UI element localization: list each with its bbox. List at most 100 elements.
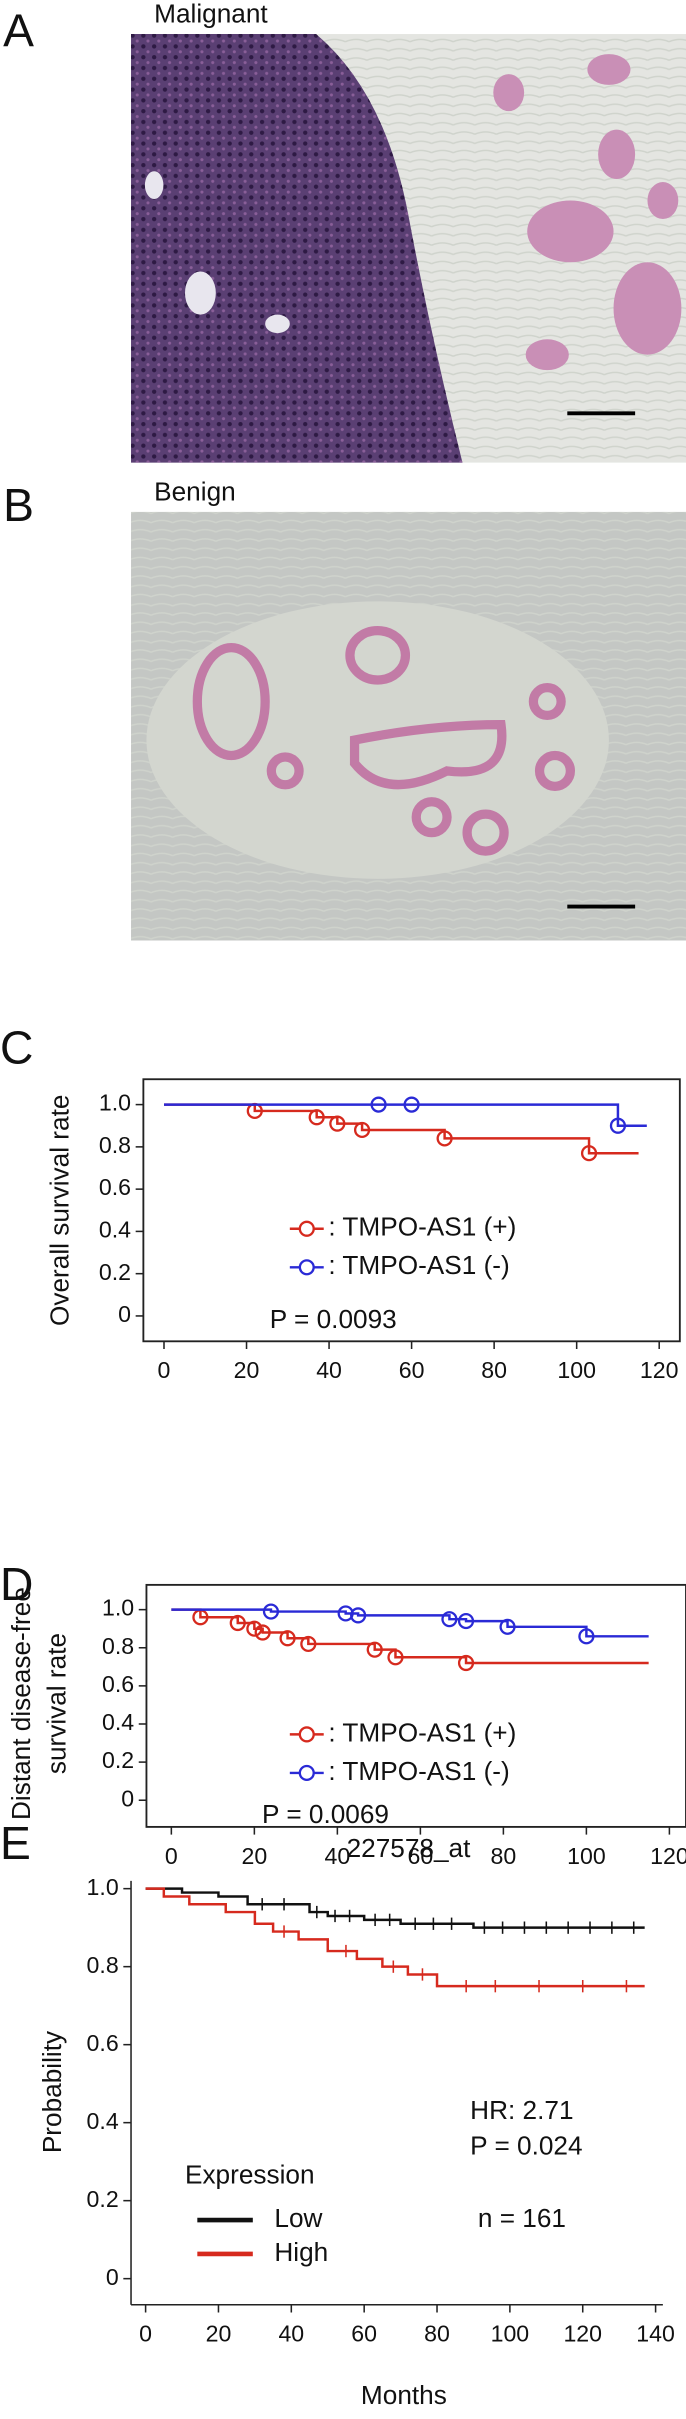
x-tick-label: 20: [234, 1357, 260, 1383]
event-marker: [308, 1109, 325, 1126]
panel-letter: C: [0, 1022, 33, 1074]
panel-letter: B: [3, 479, 34, 531]
x-axis-label: Months: [361, 2380, 447, 2410]
x-tick-label: 40: [325, 1843, 351, 1869]
legend-marker: [298, 1259, 315, 1276]
histology-a: [131, 34, 686, 463]
annotation: P = 0.0069: [262, 1799, 389, 1829]
event-marker: [366, 1641, 383, 1658]
y-tick-label: 0.4: [99, 1217, 131, 1243]
y-tick-label: 0.8: [87, 1952, 119, 1978]
x-tick-label: 100: [567, 1843, 606, 1869]
event-marker: [578, 1628, 595, 1645]
y-tick-label: 0.8: [99, 1132, 131, 1158]
legend-label: High: [274, 2237, 328, 2267]
x-tick-label: 60: [399, 1357, 425, 1383]
survival-curve: [164, 1103, 639, 1155]
event-marker: [403, 1096, 420, 1113]
y-axis-label: Probability: [37, 2030, 67, 2153]
x-tick-label: 20: [206, 2321, 232, 2347]
x-tick-label: 0: [158, 1357, 171, 1383]
survival-curve: [145, 1887, 645, 1988]
legend-marker: [298, 1726, 315, 1743]
legend-label: : TMPO-AS1 (-): [328, 1250, 509, 1280]
x-tick-label: 80: [491, 1843, 517, 1869]
x-tick-label: 60: [408, 1843, 434, 1869]
survival-curve: [145, 1887, 645, 1929]
y-tick-label: 0.6: [102, 1671, 134, 1697]
event-marker: [329, 1115, 346, 1132]
legend-label: : TMPO-AS1 (-): [328, 1756, 509, 1786]
panel-letter: D: [0, 1558, 33, 1610]
panel-label: Malignant: [154, 0, 268, 28]
y-tick-label: 0.4: [102, 1709, 134, 1735]
event-marker: [441, 1611, 458, 1628]
legend-label: : TMPO-AS1 (+): [328, 1212, 516, 1242]
event-marker: [370, 1096, 387, 1113]
y-axis-label: Distant disease-free: [6, 1587, 36, 1820]
legend-marker: [298, 1764, 315, 1782]
legend-marker: [298, 1220, 315, 1237]
event-marker: [246, 1620, 263, 1637]
y-tick-label: 1.0: [87, 1874, 119, 1900]
x-tick-label: 140: [636, 2321, 675, 2347]
annotation: n = 161: [478, 2203, 566, 2233]
x-tick-label: 40: [278, 2321, 304, 2347]
panel-letter: A: [3, 4, 34, 56]
x-tick-label: 100: [491, 2321, 530, 2347]
event-marker: [229, 1614, 246, 1632]
y-tick-label: 0.8: [102, 1633, 134, 1659]
x-tick-label: 0: [165, 1843, 178, 1869]
y-tick-label: 0: [118, 1301, 131, 1327]
event-marker: [279, 1630, 296, 1647]
x-tick-label: 0: [139, 2321, 152, 2347]
annotation: HR: 2.71: [470, 2095, 573, 2125]
chart-title: 227578_at: [347, 1833, 472, 1863]
y-tick-label: 0: [121, 1785, 134, 1811]
panel-label: Benign: [154, 476, 236, 506]
event-marker: [580, 1145, 598, 1162]
survival-curve: [164, 1103, 647, 1127]
y-tick-label: 0.6: [99, 1174, 131, 1200]
event-marker: [350, 1607, 367, 1624]
y-axis-label: survival rate: [42, 1633, 72, 1774]
legend-title: Expression: [185, 2160, 315, 2190]
event-marker: [457, 1612, 475, 1630]
panel-letter: E: [0, 1817, 31, 1869]
event-marker: [254, 1624, 271, 1641]
plot-frame: [142, 1078, 681, 1343]
event-marker: [353, 1121, 371, 1139]
event-marker: [609, 1117, 627, 1134]
plot-frame: [145, 1583, 686, 1828]
histology-b: [131, 511, 686, 941]
x-tick-label: 100: [557, 1357, 596, 1383]
event-marker: [262, 1603, 280, 1620]
y-tick-label: 0.4: [87, 2108, 119, 2134]
event-marker: [436, 1130, 453, 1147]
y-tick-label: 1.0: [102, 1595, 134, 1621]
annotation: P = 0.024: [470, 2130, 582, 2160]
x-tick-label: 120: [563, 2321, 602, 2347]
x-tick-label: 120: [640, 1357, 679, 1383]
survival-curve: [171, 1608, 649, 1665]
legend-label: Low: [274, 2203, 322, 2233]
y-axis-label: Overall survival rate: [45, 1095, 75, 1326]
y-tick-label: 0.6: [87, 2030, 119, 2056]
annotation: P = 0.0093: [270, 1304, 397, 1334]
survival-curve: [171, 1608, 649, 1638]
y-tick-label: 0.2: [102, 1747, 134, 1773]
y-tick-label: 0: [106, 2264, 119, 2290]
event-marker: [499, 1618, 516, 1635]
x-tick-label: 80: [481, 1357, 507, 1383]
legend-label: : TMPO-AS1 (+): [328, 1717, 516, 1747]
x-tick-label: 60: [351, 2321, 377, 2347]
x-tick-label: 40: [316, 1357, 342, 1383]
y-tick-label: 0.2: [99, 1259, 131, 1285]
event-marker: [300, 1635, 317, 1653]
event-marker: [457, 1654, 475, 1672]
y-tick-label: 1.0: [99, 1090, 131, 1116]
event-marker: [387, 1649, 404, 1666]
x-tick-label: 80: [424, 2321, 450, 2347]
